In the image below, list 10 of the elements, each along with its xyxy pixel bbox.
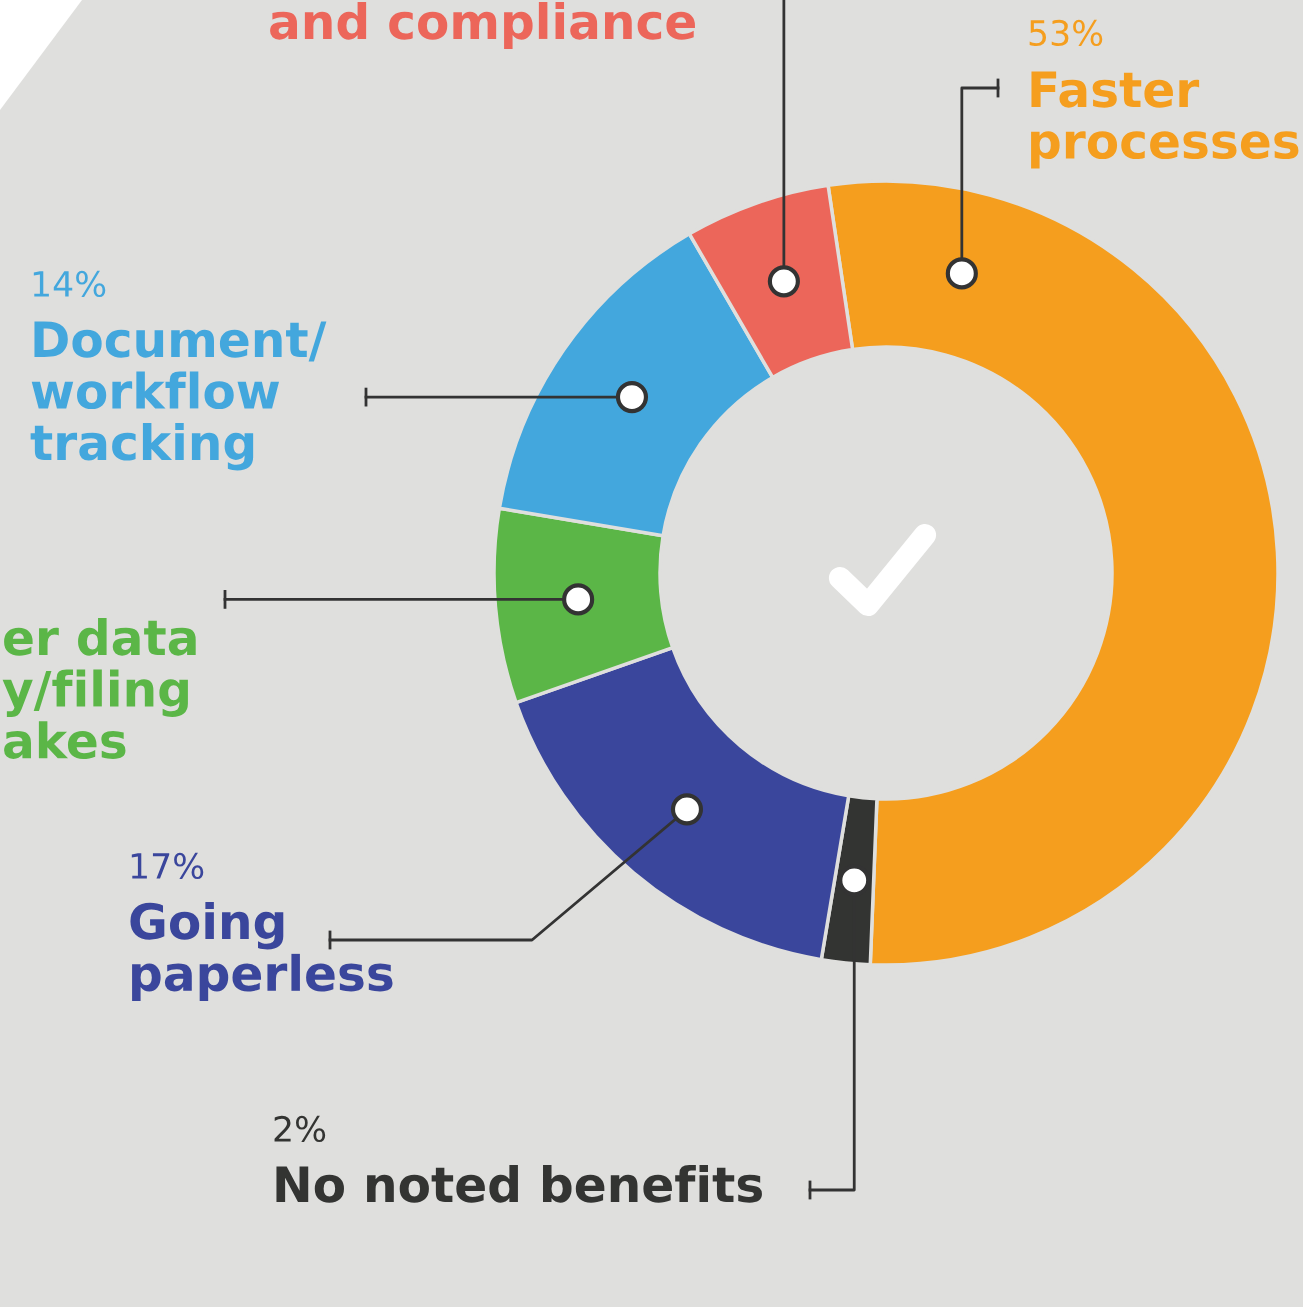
slice-label: and compliance [270, 2, 695, 50]
data-label: 17% [131, 852, 204, 880]
data-label: 14% [33, 270, 106, 298]
slice-label: er data y/filing akes [2, 618, 196, 759]
slice-label: Going paperless [130, 902, 393, 1001]
slice-label: Document/ workflow tracking [30, 321, 327, 471]
slice-label: Faster processes [1031, 71, 1299, 169]
data-label: 2% [274, 1115, 326, 1143]
legend-label: No noted benefits [276, 1165, 762, 1203]
data-label: 53% [1029, 19, 1103, 47]
